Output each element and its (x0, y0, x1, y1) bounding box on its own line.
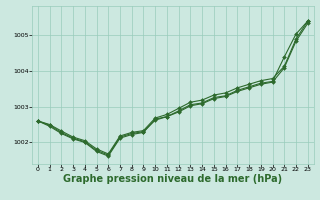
X-axis label: Graphe pression niveau de la mer (hPa): Graphe pression niveau de la mer (hPa) (63, 174, 282, 184)
